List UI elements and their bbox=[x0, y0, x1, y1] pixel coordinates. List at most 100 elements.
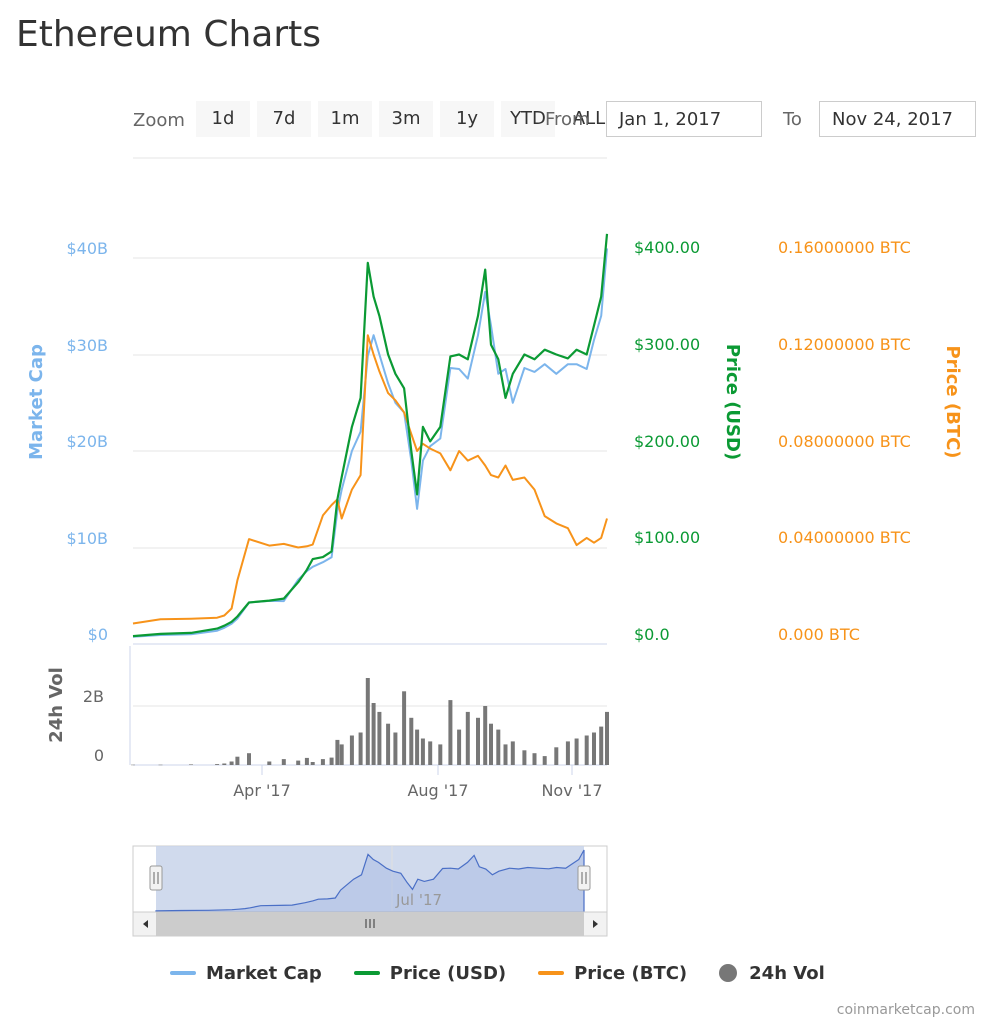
btc-tick: 0.16000000 BTC bbox=[778, 238, 911, 257]
volume-bar bbox=[386, 723, 391, 765]
legend-line-icon bbox=[170, 971, 196, 975]
mcap-axis-label: Market Cap bbox=[26, 344, 47, 460]
volume-bar bbox=[483, 706, 488, 765]
btc-tick: 0.08000000 BTC bbox=[778, 432, 911, 451]
btc-axis-label: Price (BTC) bbox=[942, 345, 963, 458]
volume-bar bbox=[592, 732, 596, 765]
volume-bar bbox=[542, 756, 547, 765]
volume-bar bbox=[335, 739, 340, 765]
volume-bar bbox=[574, 738, 579, 766]
vol-tick: 2B bbox=[83, 687, 104, 706]
scroll-right-arrow-icon[interactable] bbox=[593, 920, 598, 928]
navigator-left-handle[interactable] bbox=[149, 865, 163, 891]
volume-bar bbox=[247, 753, 251, 765]
legend-label: Price (BTC) bbox=[574, 962, 688, 984]
x-tick-label: Aug '17 bbox=[407, 781, 468, 800]
volume-bar bbox=[409, 717, 414, 765]
volume-bar bbox=[229, 761, 234, 765]
zoom-1y-button[interactable]: 1y bbox=[440, 101, 494, 137]
scroll-left-arrow-icon[interactable] bbox=[143, 920, 148, 928]
volume-bar bbox=[339, 744, 344, 765]
volume-bar bbox=[329, 757, 334, 765]
volume-bar bbox=[358, 732, 363, 765]
series-lines bbox=[132, 233, 609, 638]
from-date-input[interactable]: Jan 1, 2017 bbox=[606, 101, 762, 137]
volume-bar bbox=[402, 691, 407, 766]
from-label: From bbox=[545, 109, 590, 130]
navigator: Jul '17 bbox=[132, 845, 608, 913]
volume-bar bbox=[554, 747, 559, 765]
volume-bar bbox=[465, 711, 470, 765]
zoom-1m-button[interactable]: 1m bbox=[318, 101, 372, 137]
mcap-tick: $0 bbox=[88, 625, 108, 644]
volume-bar bbox=[377, 711, 382, 765]
legend: Market Cap Price (USD) Price (BTC) 24h V… bbox=[170, 958, 857, 988]
to-date-input[interactable]: Nov 24, 2017 bbox=[819, 101, 976, 137]
volume-bar bbox=[349, 735, 354, 765]
legend-line-icon bbox=[353, 971, 380, 975]
zoom-7d-button[interactable]: 7d bbox=[257, 101, 311, 137]
volume-bar bbox=[235, 756, 240, 765]
zoom-3m-button[interactable]: 3m bbox=[379, 101, 433, 137]
series-line-market-cap bbox=[132, 248, 608, 638]
btc-tick: 0.04000000 BTC bbox=[778, 528, 911, 547]
usd-tick: $0.0 bbox=[634, 625, 670, 644]
volume-bar bbox=[584, 735, 589, 765]
volume-bar bbox=[320, 759, 325, 765]
legend-line-icon bbox=[538, 971, 565, 975]
x-tick-label: Nov '17 bbox=[541, 781, 602, 800]
volume-bar bbox=[457, 729, 462, 765]
volume-bar bbox=[304, 757, 309, 765]
volume-bar bbox=[215, 764, 220, 765]
volume-bar bbox=[420, 738, 425, 766]
volume-bar bbox=[476, 717, 480, 765]
page-title: Ethereum Charts bbox=[16, 14, 321, 55]
legend-label: 24h Vol bbox=[749, 962, 825, 984]
legend-dot-icon bbox=[719, 964, 738, 982]
navigator-tick: Jul '17 bbox=[395, 891, 442, 909]
volume-bar bbox=[189, 764, 193, 765]
volume-bar bbox=[222, 763, 227, 765]
zoom-ytd-button[interactable]: YTD bbox=[501, 101, 555, 137]
volume-bar bbox=[365, 678, 370, 765]
volume-bar bbox=[131, 764, 135, 766]
volume-bar bbox=[599, 726, 604, 765]
series-line-price-btc bbox=[132, 334, 608, 625]
usd-axis-label: Price (USD) bbox=[722, 344, 743, 460]
volume-bar bbox=[415, 729, 420, 765]
volume-bars bbox=[131, 678, 609, 766]
navigator-right-handle[interactable] bbox=[577, 865, 591, 891]
volume-bar bbox=[296, 760, 301, 765]
usd-tick: $400.00 bbox=[634, 238, 700, 257]
usd-tick: $200.00 bbox=[634, 432, 700, 451]
credit-link[interactable]: coinmarketcap.com bbox=[836, 1002, 975, 1018]
usd-tick: $100.00 bbox=[634, 528, 700, 547]
volume-bar bbox=[496, 729, 501, 765]
scrollbar[interactable] bbox=[132, 911, 608, 937]
volume-bar bbox=[510, 741, 515, 765]
series-line-price-usd bbox=[132, 233, 609, 638]
volume-bar bbox=[371, 703, 376, 765]
usd-tick: $300.00 bbox=[634, 335, 700, 354]
zoom-all-button[interactable]: ALL bbox=[572, 108, 606, 129]
to-label: To bbox=[783, 109, 802, 130]
volume-bar bbox=[532, 753, 537, 765]
legend-item-volume[interactable]: 24h Vol bbox=[719, 963, 825, 984]
volume-bar bbox=[489, 723, 493, 765]
volume-bar bbox=[605, 711, 609, 765]
legend-item-price-usd[interactable]: Price (USD) bbox=[353, 963, 506, 984]
volume-bar bbox=[281, 759, 286, 765]
vol-tick: 0 bbox=[94, 746, 104, 765]
legend-item-market-cap[interactable]: Market Cap bbox=[170, 963, 322, 984]
zoom-label: Zoom bbox=[133, 110, 185, 131]
volume-bar bbox=[428, 741, 433, 765]
x-tick-label: Apr '17 bbox=[233, 781, 291, 800]
volume-bar bbox=[393, 732, 398, 765]
volume-bar bbox=[310, 762, 315, 765]
grid bbox=[129, 157, 607, 766]
zoom-1d-button[interactable]: 1d bbox=[196, 101, 250, 137]
volume-bar bbox=[438, 744, 443, 765]
mcap-tick: $10B bbox=[66, 529, 108, 548]
legend-item-price-btc[interactable]: Price (BTC) bbox=[538, 963, 687, 984]
volume-bar bbox=[267, 761, 272, 765]
